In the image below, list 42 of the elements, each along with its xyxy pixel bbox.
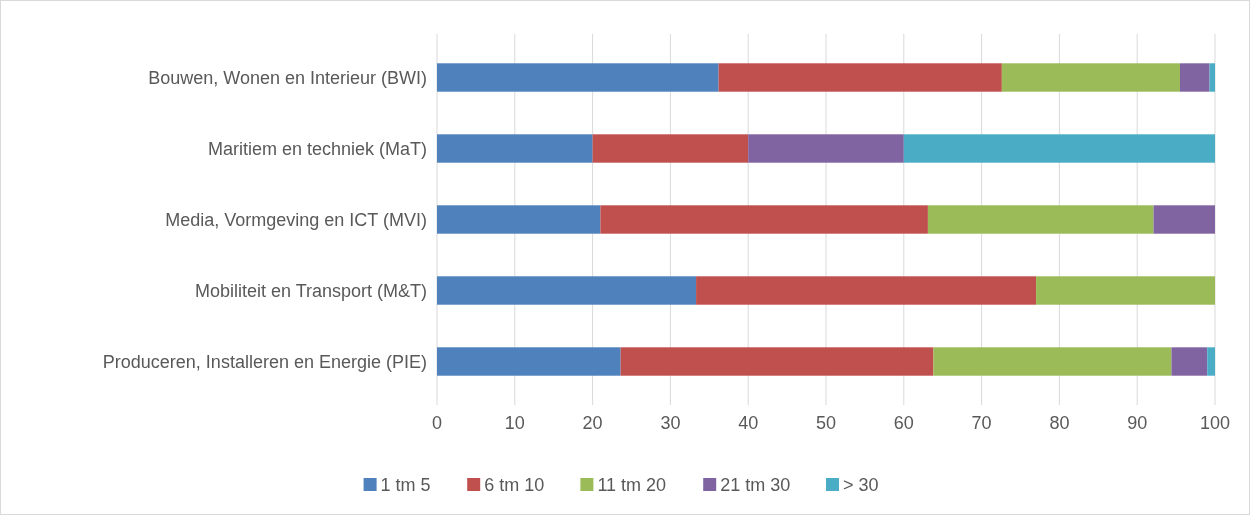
x-tick-label: 0 xyxy=(431,413,443,433)
legend-label: > 30 xyxy=(843,475,879,496)
bar xyxy=(718,63,1002,92)
bar xyxy=(437,276,697,305)
legend-label: 11 tm 20 xyxy=(597,475,667,496)
bar xyxy=(696,276,1037,305)
bar xyxy=(748,134,904,163)
bar xyxy=(592,134,749,163)
bar xyxy=(1171,347,1208,376)
x-tick-label: 30 xyxy=(660,413,681,433)
bar xyxy=(1207,347,1215,376)
y-tick-label: Mobiliteit en Transport (M&T) xyxy=(194,280,427,301)
x-tick-label: 20 xyxy=(582,413,603,433)
bar xyxy=(1036,276,1215,305)
bar xyxy=(620,347,934,376)
y-tick-label: Maritiem en techniek (MaT) xyxy=(207,138,427,159)
bar xyxy=(437,205,601,234)
legend-label: 6 tm 10 xyxy=(484,475,545,496)
y-tick-label: Media, Vormgeving en ICT (MVI) xyxy=(165,209,427,230)
x-tick-label: 10 xyxy=(504,413,525,433)
legend-label: 21 tm 30 xyxy=(720,475,791,496)
bar xyxy=(437,134,593,163)
x-tick-label: 90 xyxy=(1127,413,1148,433)
x-tick-label: 100 xyxy=(1199,413,1231,433)
bar xyxy=(1209,63,1215,92)
legend-label: 1 tm 5 xyxy=(380,475,431,496)
bar xyxy=(927,205,1154,234)
bar xyxy=(1153,205,1215,234)
x-tick-label: 60 xyxy=(893,413,914,433)
bar xyxy=(600,205,928,234)
bar xyxy=(1179,63,1210,92)
y-tick-label: Bouwen, Wonen en Interieur (BWI) xyxy=(148,67,427,88)
x-tick-label: 80 xyxy=(1049,413,1070,433)
x-tick-label: 70 xyxy=(971,413,992,433)
x-tick-label: 50 xyxy=(815,413,837,433)
bar xyxy=(437,347,621,376)
bar xyxy=(933,347,1172,376)
x-tick-label: 40 xyxy=(738,413,759,433)
bar xyxy=(1001,63,1180,92)
y-tick-label: Produceren, Installeren en Energie (PIE) xyxy=(102,351,427,372)
bar xyxy=(903,134,1215,163)
bar xyxy=(437,63,719,92)
